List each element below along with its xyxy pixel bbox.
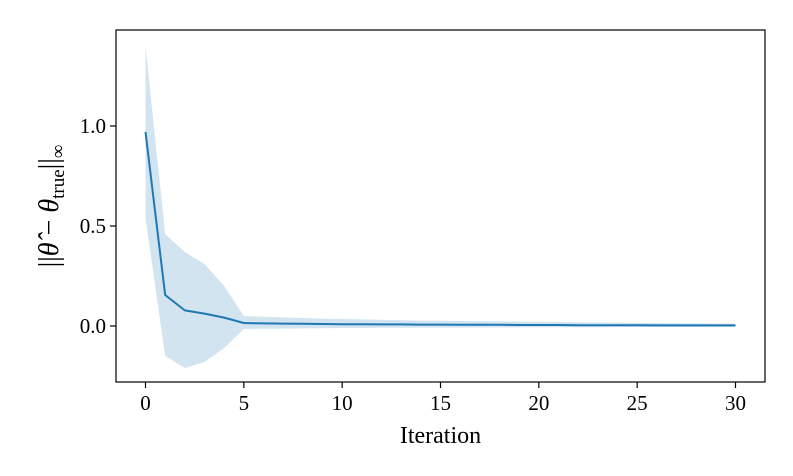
x-axis-label: Iteration [400, 423, 481, 449]
y-label-subscript: true [48, 169, 69, 199]
y-axis-label: ||θ̂ − θtrue||∞ [34, 145, 69, 268]
x-tick-label: 5 [239, 391, 250, 415]
y-tick-label: 0.0 [80, 314, 106, 338]
y-label-norm-subscript: ∞ [48, 145, 69, 159]
confidence-band-0 [145, 46, 736, 368]
x-tick-label: 20 [528, 391, 549, 415]
x-axis-ticks: 0 5 10 15 20 25 30 [140, 382, 746, 415]
y-label-prefix: || [34, 256, 65, 267]
x-tick-label: 0 [140, 391, 151, 415]
plot-area [144, 46, 736, 368]
y-axis-ticks: 0.0 0.5 1.0 [80, 114, 116, 338]
y-label-suffix: || [34, 158, 65, 169]
x-tick-label: 25 [627, 391, 648, 415]
mean-line-0 [144, 131, 736, 327]
y-tick-label: 1.0 [80, 114, 106, 138]
x-tick-label: 30 [725, 391, 746, 415]
y-label-theta: θ [34, 199, 65, 213]
y-tick-label: 0.5 [80, 214, 106, 238]
x-tick-label: 15 [430, 391, 451, 415]
y-label-minus: − [34, 213, 65, 243]
x-tick-label: 10 [332, 391, 353, 415]
